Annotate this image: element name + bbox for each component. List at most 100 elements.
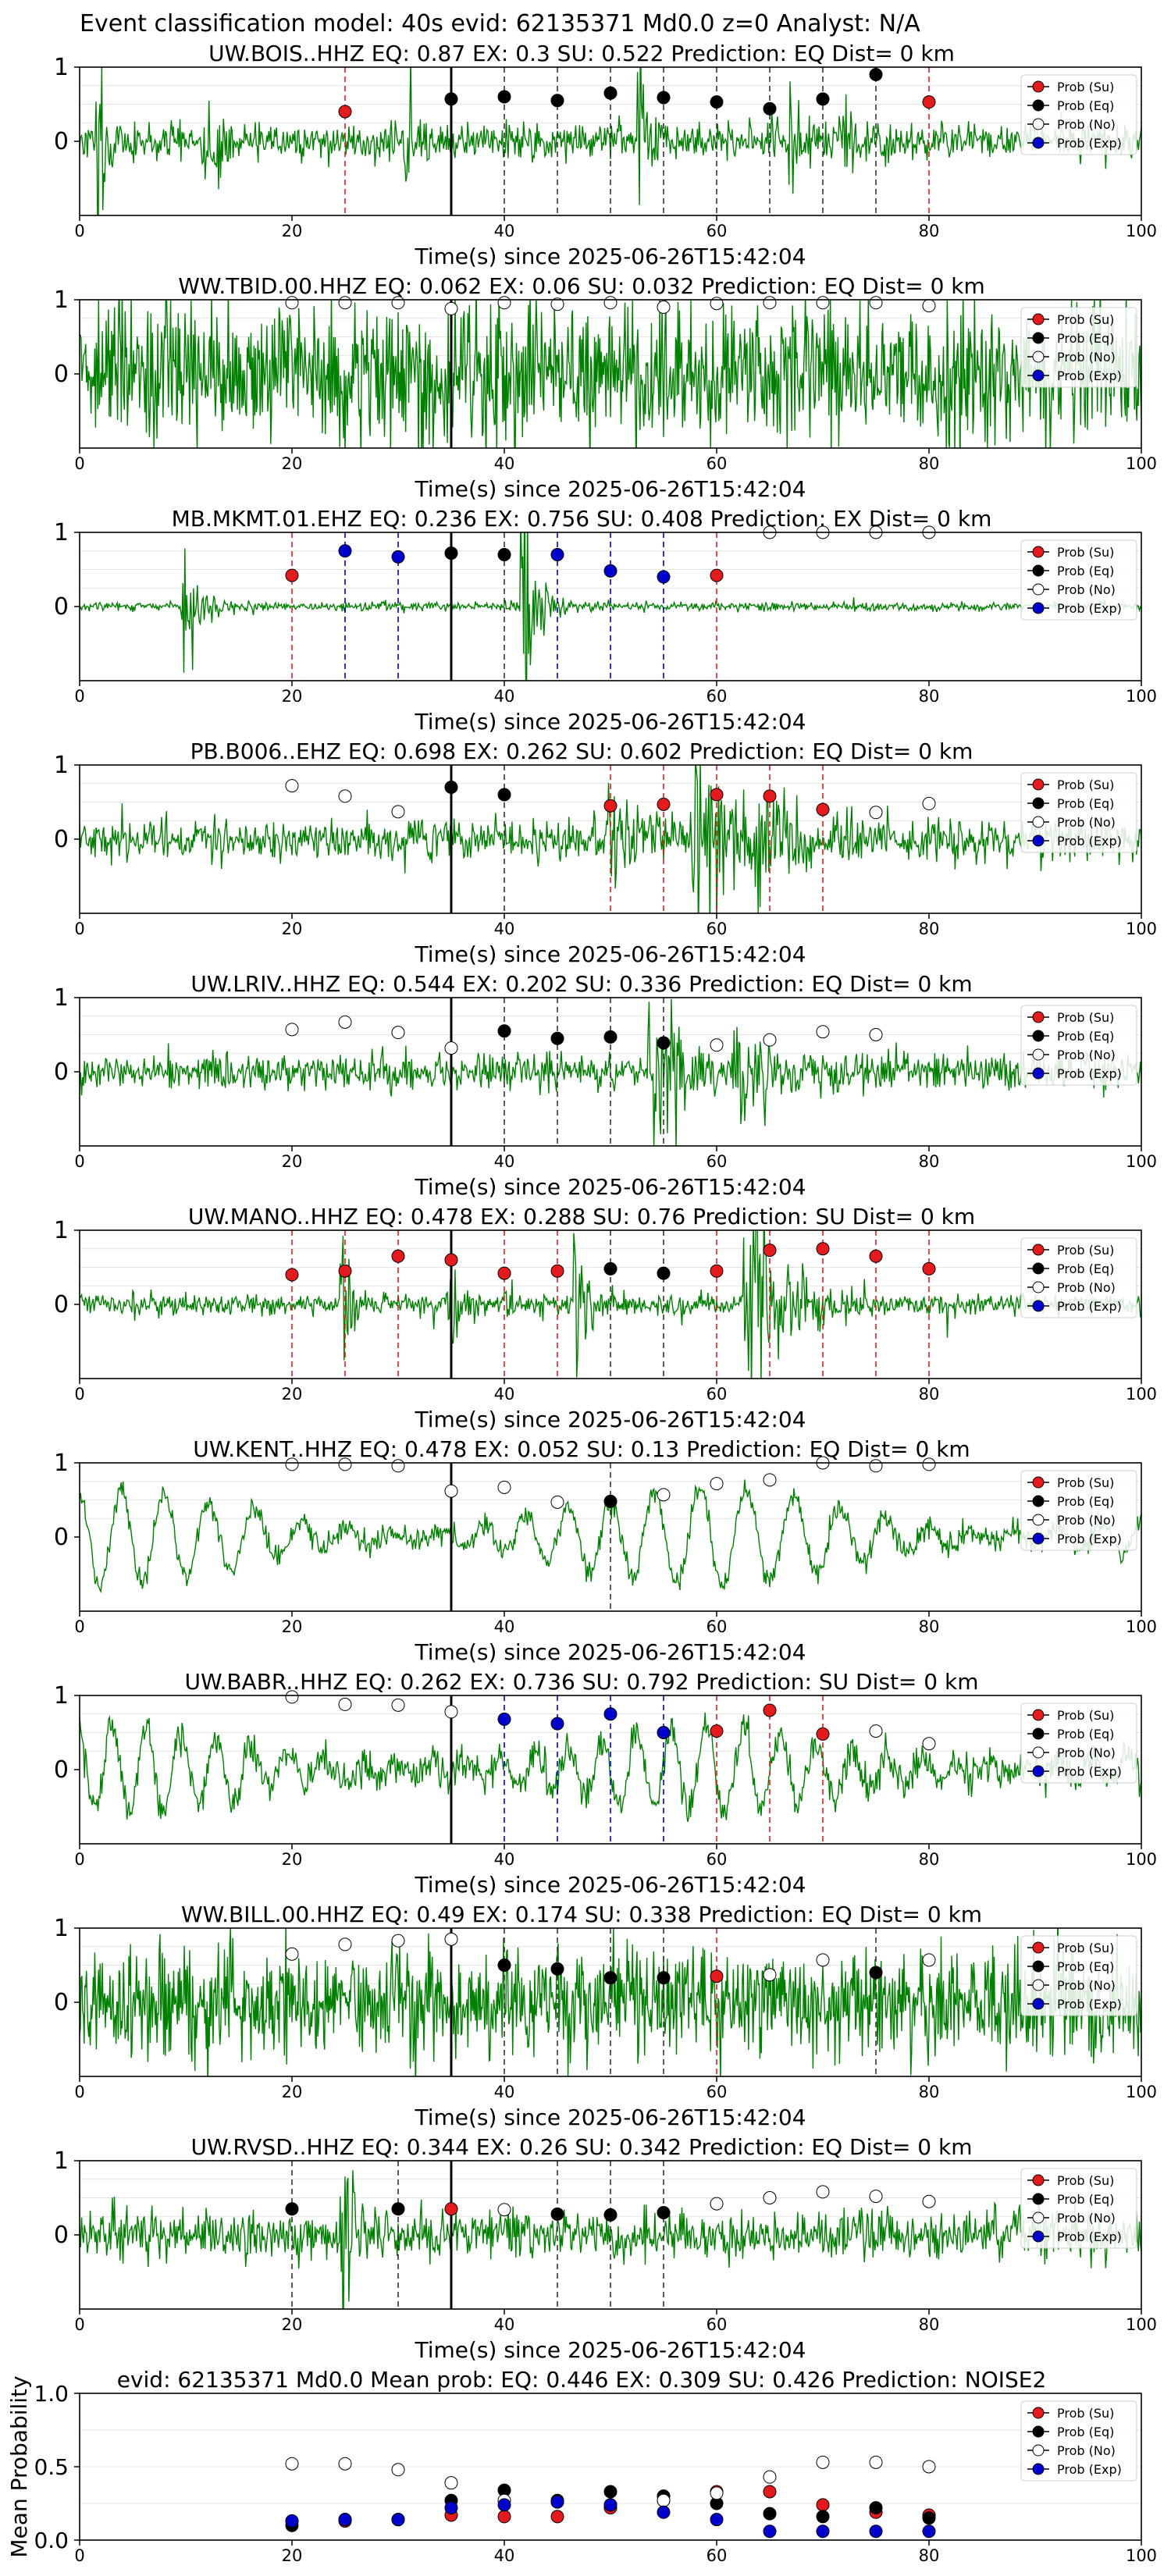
legend: Prob (Su) Prob (Eq) Prob (No) Prob (Exp) [1020,2400,1137,2482]
legend-marker-eq [1032,1495,1045,1507]
legend-label: Prob (Su) [1057,1941,1114,1955]
legend: Prob (Su) Prob (Eq) Prob (No) Prob (Exp) [1020,74,1137,155]
y-tick-label: 0 [54,826,69,853]
y-tick-label: 1 [54,752,69,779]
x-tick-label: 40 [494,687,515,706]
data-point-su [710,1724,724,1738]
data-point-eq [869,2501,883,2515]
mean-probability-chart: 0 20 40 60 80 100 1.0 0.5 0.0 evid: 62135371 Md0.… [6,2367,1157,2565]
data-point-su [444,1253,458,1267]
chart-title: UW.KENT..HHZ EQ: 0.478 EX: 0.052 SU: 0.1… [193,1436,970,1462]
data-point-eq [603,2485,618,2499]
legend: Prob (Su) Prob (Eq) Prob (No) Prob (Exp) [1020,2168,1137,2249]
x-axis-label: Time(s) since 2025-06-26T15:42:04 [414,244,806,269]
legend-marker-no [1032,1514,1045,1526]
legend-label: Prob (Eq) [1057,1261,1114,1276]
legend-label: Prob (Su) [1057,312,1114,327]
x-tick-label: 40 [494,1850,515,1869]
data-point-no [285,1023,299,1037]
y-tick-label: 0 [54,1291,69,1318]
x-axis-label: Time(s) since 2025-06-26T15:42:04 [414,1174,806,1200]
data-point-exp [922,2524,936,2539]
data-point-exp [710,2513,724,2527]
station-chart-7: 0 20 40 60 80 100 1 0 UW.KENT..HHZ EQ: 0.478 EX:… [54,1436,1157,1665]
data-point-no [550,297,564,311]
data-point-no [922,1457,936,1471]
x-tick-label: 20 [282,1850,303,1869]
data-point-no [816,2185,830,2199]
x-tick-label: 40 [494,920,515,938]
x-tick-label: 0 [74,687,84,706]
data-point-eq [603,1261,618,1276]
legend-marker-eq [1032,2425,1045,2438]
y-tick-label: 0 [54,1059,69,1086]
chart-title: MB.MKMT.01.EHZ EQ: 0.236 EX: 0.756 SU: 0… [172,506,992,532]
data-point-no [816,1025,830,1039]
data-point-no [922,2194,936,2208]
legend-label: Prob (No) [1057,1513,1116,1528]
station-chart-10: 0 20 40 60 80 100 1 0 UW.RVSD..HHZ EQ: 0.344 EX:… [54,2134,1157,2363]
legend-marker-no [1032,1979,1045,1991]
x-tick-label: 100 [1126,2083,1157,2101]
legend-label: Prob (Su) [1057,1708,1114,1723]
legend-marker-exp [1032,1765,1045,1777]
x-tick-label: 40 [494,2083,515,2101]
data-point-su [763,1244,777,1258]
x-tick-label: 0 [74,2546,84,2565]
data-point-eq [657,1036,671,1050]
station-chart-5: 0 20 40 60 80 100 1 0 UW.LRIV..HHZ EQ: 0.544 EX:… [54,971,1157,1200]
data-point-eq [550,94,564,108]
data-point-exp [816,2524,830,2539]
x-tick-label: 20 [282,687,303,706]
x-axis-label: Time(s) since 2025-06-26T15:42:04 [414,1407,806,1432]
x-tick-label: 80 [919,2546,940,2565]
data-point-no [869,2455,883,2469]
x-tick-label: 20 [282,222,303,240]
legend-marker-exp [1032,1300,1045,1312]
legend-marker-no [1032,350,1045,363]
x-tick-label: 60 [707,2315,728,2334]
data-point-exp [763,2524,777,2539]
data-point-no [710,1038,724,1052]
chart-title: WW.BILL.00.HHZ EQ: 0.49 EX: 0.174 SU: 0.… [181,1902,982,1927]
x-axis-label: Time(s) since 2025-06-26T15:42:04 [414,2337,806,2363]
data-point-no [338,1697,352,1711]
data-point-no [444,1932,458,1946]
y-tick-label: 1 [54,1450,69,1477]
legend-label: Prob (Su) [1057,1243,1114,1258]
data-point-no [550,1495,564,1509]
legend: Prob (Su) Prob (Eq) Prob (No) Prob (Exp) [1020,307,1137,388]
data-point-su [285,568,299,582]
x-axis-label: Time(s) since 2025-06-26T15:42:04 [414,1639,806,1665]
legend-label: Prob (Eq) [1057,1029,1114,1044]
legend-box [1020,74,1137,155]
data-point-eq [763,101,777,116]
y-tick-label: 0 [54,2222,69,2249]
legend-marker-no [1032,1746,1045,1759]
x-tick-label: 60 [707,2083,728,2101]
legend-box [1020,1470,1137,1551]
x-tick-label: 80 [919,687,940,706]
x-tick-label: 100 [1126,1850,1157,1869]
x-tick-label: 100 [1126,1152,1157,1171]
data-point-no [338,2457,352,2471]
data-point-exp [657,2505,671,2519]
data-point-su [816,2498,830,2512]
data-point-su [710,788,724,802]
legend-box [1020,1703,1137,1784]
legend-box [1020,539,1137,621]
legend-label: Prob (No) [1057,1048,1116,1062]
x-tick-label: 0 [74,222,84,240]
data-point-su [763,789,777,803]
y-tick-label: 0.5 [34,2454,69,2480]
data-point-no [763,2191,777,2204]
legend-label: Prob (Exp) [1057,2462,1122,2477]
x-axis-label: Time(s) since 2025-06-26T15:42:04 [414,2105,806,2130]
data-point-eq [657,1266,671,1280]
data-point-eq [603,1971,618,1985]
legend-label: Prob (Eq) [1057,331,1114,346]
legend-label: Prob (Su) [1057,545,1114,560]
legend-marker-su [1032,313,1045,326]
legend-label: Prob (Eq) [1057,2192,1114,2207]
data-point-eq [657,2206,671,2219]
